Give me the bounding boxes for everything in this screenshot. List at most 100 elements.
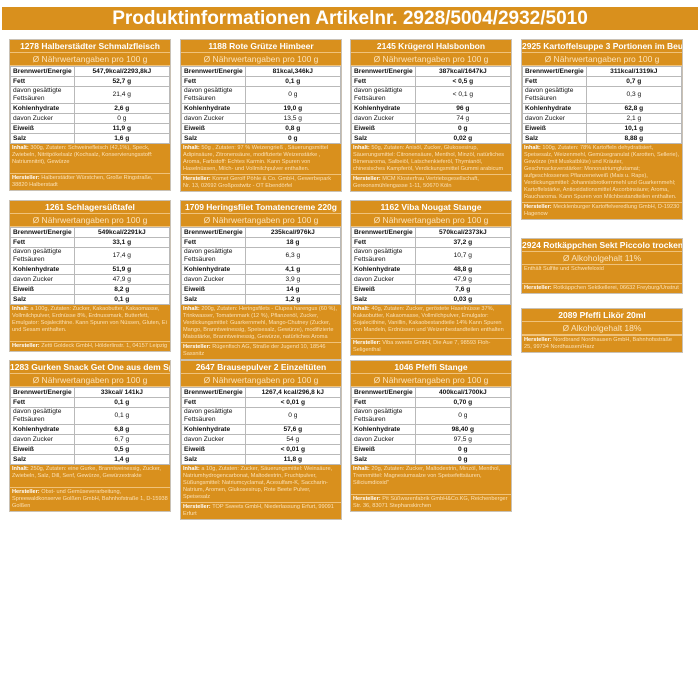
nutrition-row: Salz 0 g: [181, 133, 342, 144]
nutrient-label: davon gesättigte Fettsäuren: [351, 86, 416, 104]
nutrient-value: 37,2 g: [414, 237, 512, 248]
manufacturer-value: Pit Süßwarenfabrik GmbH&Co.KG, Reichenbe…: [353, 496, 508, 509]
nutrient-value: 4,1 g: [244, 264, 342, 275]
nutrition-subheader: Ø Nährwertangaben pro 100 g: [10, 374, 170, 387]
nutrition-subheader: Ø Nährwertangaben pro 100 g: [10, 214, 170, 227]
nutrient-value: 19,0 g: [244, 103, 342, 114]
nutrient-label: Fett: [10, 76, 75, 87]
nutrient-value: < 0,1 g: [414, 86, 512, 104]
nutrient-value: 47,9 g: [414, 274, 512, 285]
nutrition-row: Salz 1,4 g: [10, 454, 171, 465]
nutrient-value: 0,8 g: [244, 123, 342, 134]
ingredients-value: 200g, Zutaten: Heringsfilets - Clupea ha…: [183, 306, 337, 340]
nutrient-label: Kohlenhydrate: [351, 103, 416, 114]
ingredients-label: Inhalt:: [353, 306, 372, 312]
nutrient-value: 96 g: [414, 103, 512, 114]
product-title: 1046 Pfeffi Stange: [351, 361, 511, 374]
nutrition-row: Eiweiß 7,6 g: [351, 284, 512, 295]
nutrition-row: davon gesättigte Fettsäuren 10,7 g: [351, 247, 512, 265]
product-title: 1283 Gurken Snack Get One aus dem Spree: [10, 362, 170, 374]
nutrition-row: Fett 0,7 g: [522, 76, 683, 87]
nutrition-row: davon Zucker 74 g: [351, 113, 512, 124]
nutrition-row: Salz 0 g: [351, 454, 512, 465]
nutrient-value: 81kcal,346kJ: [244, 66, 342, 77]
nutrient-value: 549kcal/2291kJ: [73, 227, 171, 238]
nutrient-label: Eiweiß: [181, 284, 246, 295]
nutrition-row: davon Zucker 2,1 g: [522, 113, 683, 124]
ingredients-value: 250g, Zutaten: eine Gurke, Branntweiness…: [12, 466, 161, 479]
nutrition-row: Fett 37,2 g: [351, 237, 512, 248]
nutrition-row: Kohlenhydrate 62,8 g: [522, 103, 683, 114]
nutrient-label: davon gesättigte Fettsäuren: [181, 247, 246, 265]
nutrition-subheader: Ø Nährwertangaben pro 100 g: [181, 214, 341, 227]
nutrient-label: Fett: [351, 237, 416, 248]
nutrient-value: 2,1 g: [585, 113, 683, 124]
nutrient-label: davon Zucker: [10, 434, 75, 445]
nutrient-value: 1,2 g: [244, 294, 342, 305]
nutrient-label: davon Zucker: [181, 434, 246, 445]
manufacturer-label: Hersteller:: [353, 496, 383, 502]
nutrition-row: Brennwert/Energie 235kcal/976kJ: [181, 227, 342, 238]
ingredients-text: Inhalt: 250g, Zutaten: eine Gurke, Brann…: [10, 465, 170, 487]
nutrition-row: Brennwert/Energie 33kcal/ 141kJ: [10, 387, 171, 398]
nutrient-value: 400kcal/1700kJ: [414, 387, 512, 398]
nutrient-label: Eiweiß: [181, 123, 246, 134]
nutrition-row: Kohlenhydrate 6,8 g: [10, 424, 171, 435]
manufacturer-value: Rügenfisch AG, Straße der Jugend 10, 185…: [183, 344, 326, 357]
ingredients-text: Inhalt: 200g, Zutaten: Heringsfilets - C…: [181, 305, 341, 342]
manufacturer-text: Hersteller: Rotkäppchen Sektkellerei, 06…: [522, 283, 682, 293]
nutrient-label: davon gesättigte Fettsäuren: [351, 407, 416, 425]
nutrient-value: 13,5 g: [244, 113, 342, 124]
product-title: 2089 Pfeffi Likör 20ml: [522, 309, 682, 322]
manufacturer-label: Hersteller:: [12, 175, 42, 181]
nutrient-label: Salz: [351, 294, 416, 305]
nutrition-row: Salz 8,88 g: [522, 133, 683, 144]
nutrient-value: < 0,01 g: [244, 397, 342, 408]
nutrient-label: Kohlenhydrate: [181, 264, 246, 275]
ingredients-value: 50g, Zutaten: Anisöl, Zucker, Glukosesir…: [353, 145, 505, 172]
nutrition-row: davon Zucker 54 g: [181, 434, 342, 445]
nutrient-label: davon gesättigte Fettsäuren: [10, 86, 75, 104]
nutrient-label: Kohlenhydrate: [522, 103, 587, 114]
nutrient-label: Eiweiß: [351, 284, 416, 295]
nutrient-label: Brennwert/Energie: [10, 66, 75, 77]
manufacturer-value: Obst- und Gemüseverarbeitung, Spreewaldk…: [12, 489, 168, 509]
nutrient-label: Fett: [181, 397, 246, 408]
nutrition-row: Fett 0,70 g: [351, 397, 512, 408]
nutrient-label: Kohlenhydrate: [181, 103, 246, 114]
nutrition-row: Eiweiß 8,2 g: [10, 284, 171, 295]
nutrition-row: Brennwert/Energie 570kcal/2373kJ: [351, 227, 512, 238]
product-title: 1709 Heringsfilet Tomatencreme 220g: [181, 201, 341, 214]
manufacturer-text: Hersteller: Zetti Goldeck GmbH, Hölderli…: [10, 341, 170, 351]
nutrition-table: Brennwert/Energie 387kcal/1647kJ Fett < 0,5…: [351, 66, 512, 144]
nutrient-label: Salz: [181, 454, 246, 465]
nutrient-label: davon Zucker: [181, 113, 246, 124]
nutrient-value: 0 g: [73, 113, 171, 124]
nutrition-row: Kohlenhydrate 19,0 g: [181, 103, 342, 114]
nutrition-row: davon gesättigte Fettsäuren 0,1 g: [10, 407, 171, 425]
nutrient-value: 0,70 g: [414, 397, 512, 408]
nutrition-subheader: Ø Nährwertangaben pro 100 g: [351, 214, 511, 227]
nutrition-row: Salz 0,1 g: [10, 294, 171, 305]
nutrient-label: Brennwert/Energie: [351, 66, 416, 77]
nutrient-value: 62,8 g: [585, 103, 683, 114]
manufacturer-text: Hersteller: Komet Gerolf Pöhle & Co. Gmb…: [181, 174, 341, 191]
nutrition-row: Eiweiß 0 g: [351, 444, 512, 455]
manufacturer-text: Hersteller: Rügenfisch AG, Straße der Ju…: [181, 342, 341, 359]
ingredients-value: a 100g, Zutaten: Zucker, Kakaobutter, Ka…: [12, 306, 167, 333]
ingredients-text: Inhalt: 300g, Zutaten: Schweinefleisch (…: [10, 144, 170, 173]
nutrient-value: 547,9kcal/2293,8kJ: [73, 66, 171, 77]
ingredients-value: 300g, Zutaten: Schweinefleisch (42,1%), …: [12, 145, 153, 165]
nutrient-label: Brennwert/Energie: [351, 387, 416, 398]
nutrient-label: Brennwert/Energie: [181, 387, 246, 398]
manufacturer-text: Hersteller: Viba sweets GmbH, Die Aue 7,…: [351, 338, 511, 355]
product-title: 1162 Viba Nougat Stange: [351, 201, 511, 214]
manufacturer-text: Hersteller: TOP Sweets GmbH, Niederlassu…: [181, 502, 341, 519]
nutrient-value: 0 g: [414, 454, 512, 465]
nutrient-value: 0,1 g: [73, 294, 171, 305]
nutrient-value: 74 g: [414, 113, 512, 124]
nutrient-label: Brennwert/Energie: [522, 66, 587, 77]
manufacturer-label: Hersteller:: [524, 285, 554, 291]
nutrient-value: 570kcal/2373kJ: [414, 227, 512, 238]
nutrition-row: Eiweiß 10,1 g: [522, 123, 683, 134]
